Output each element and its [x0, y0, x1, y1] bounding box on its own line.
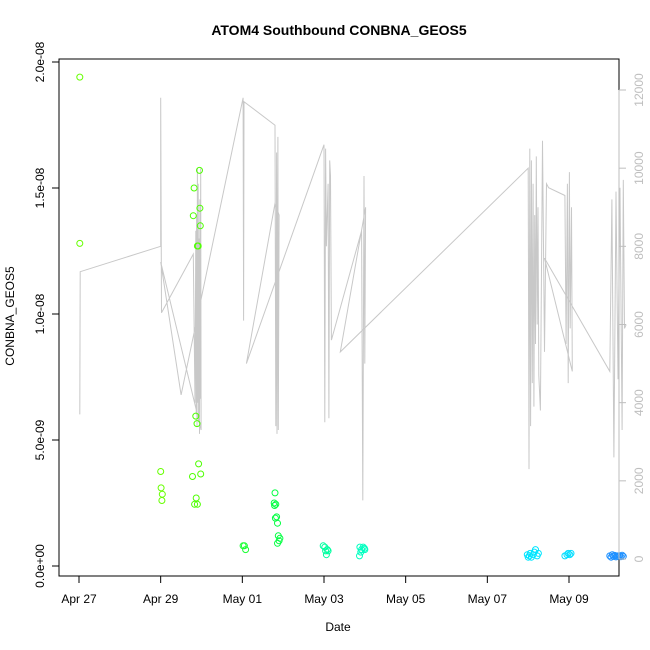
data-point	[193, 420, 201, 428]
y-axis-label: CONBNA_GEOS5	[3, 266, 17, 366]
data-point	[191, 500, 199, 508]
data-point	[322, 547, 330, 555]
y-tick-label: 0.0e+00	[33, 544, 47, 588]
right-tick-label: 8000	[632, 233, 646, 260]
x-tick-label: May 09	[549, 592, 589, 606]
data-point	[189, 212, 197, 220]
right-tick-label: 4000	[632, 389, 646, 416]
x-tick-label: Apr 29	[143, 592, 179, 606]
right-axis: 0 2000 4000 6000 8000 10000 12000	[618, 73, 646, 562]
data-point	[157, 468, 165, 475]
right-tick-label: 2000	[632, 467, 646, 494]
data-point	[192, 494, 200, 502]
data-point	[617, 553, 625, 561]
data-point	[534, 549, 542, 557]
x-tick-label: May 07	[468, 592, 508, 606]
data-point	[189, 473, 196, 480]
x-tick-label: May 05	[386, 592, 426, 606]
altitude-line-layer	[79, 97, 627, 501]
data-point	[196, 222, 204, 230]
y-tick-label: 1.0e-08	[33, 293, 47, 334]
data-point	[192, 412, 200, 420]
right-tick-label: 10000	[632, 151, 646, 185]
data-point	[270, 499, 278, 507]
right-tick-label: 12000	[632, 73, 646, 107]
y-axis: 0.0e+00 5.0e-09 1.0e-08 1.5e-08 2.0e-08	[33, 41, 60, 588]
data-point	[242, 546, 250, 554]
points-layer	[76, 73, 627, 561]
data-point	[322, 551, 330, 559]
data-point	[323, 546, 331, 554]
right-tick-label: 0	[632, 555, 646, 562]
data-point	[567, 549, 575, 557]
data-point	[566, 551, 574, 559]
data-point	[195, 460, 203, 468]
x-axis: Apr 27 Apr 29 May 01 May 03 May 05 May 07 May …	[61, 575, 589, 606]
data-point	[324, 547, 332, 555]
data-point	[194, 242, 202, 250]
x-tick-label: May 01	[223, 592, 263, 606]
data-point	[274, 539, 281, 547]
data-point	[240, 542, 248, 550]
data-point	[274, 519, 281, 527]
right-tick-label: 6000	[632, 311, 646, 338]
data-point	[197, 470, 205, 478]
y-tick-label: 2.0e-08	[33, 41, 47, 82]
data-point	[76, 239, 84, 247]
y-tick-label: 1.5e-08	[33, 167, 47, 208]
x-tick-label: May 03	[304, 592, 344, 606]
chart-title: ATOM4 Southbound CONBNA_GEOS5	[211, 22, 467, 38]
data-point	[271, 502, 279, 509]
data-point	[273, 513, 281, 521]
data-point	[271, 489, 279, 497]
data-point	[76, 73, 84, 81]
data-point	[561, 552, 569, 560]
data-point	[361, 546, 369, 554]
data-point	[157, 484, 165, 492]
data-point	[196, 166, 203, 174]
x-tick-label: Apr 27	[61, 592, 97, 606]
altitude-line	[79, 97, 627, 501]
y-tick-label: 5.0e-09	[33, 419, 47, 460]
data-point	[158, 490, 166, 498]
data-point	[356, 552, 363, 560]
data-point	[190, 184, 198, 192]
data-point	[272, 500, 280, 508]
data-point	[193, 500, 201, 508]
data-point	[158, 497, 166, 504]
x-axis-label: Date	[325, 620, 351, 634]
data-point	[196, 204, 204, 212]
